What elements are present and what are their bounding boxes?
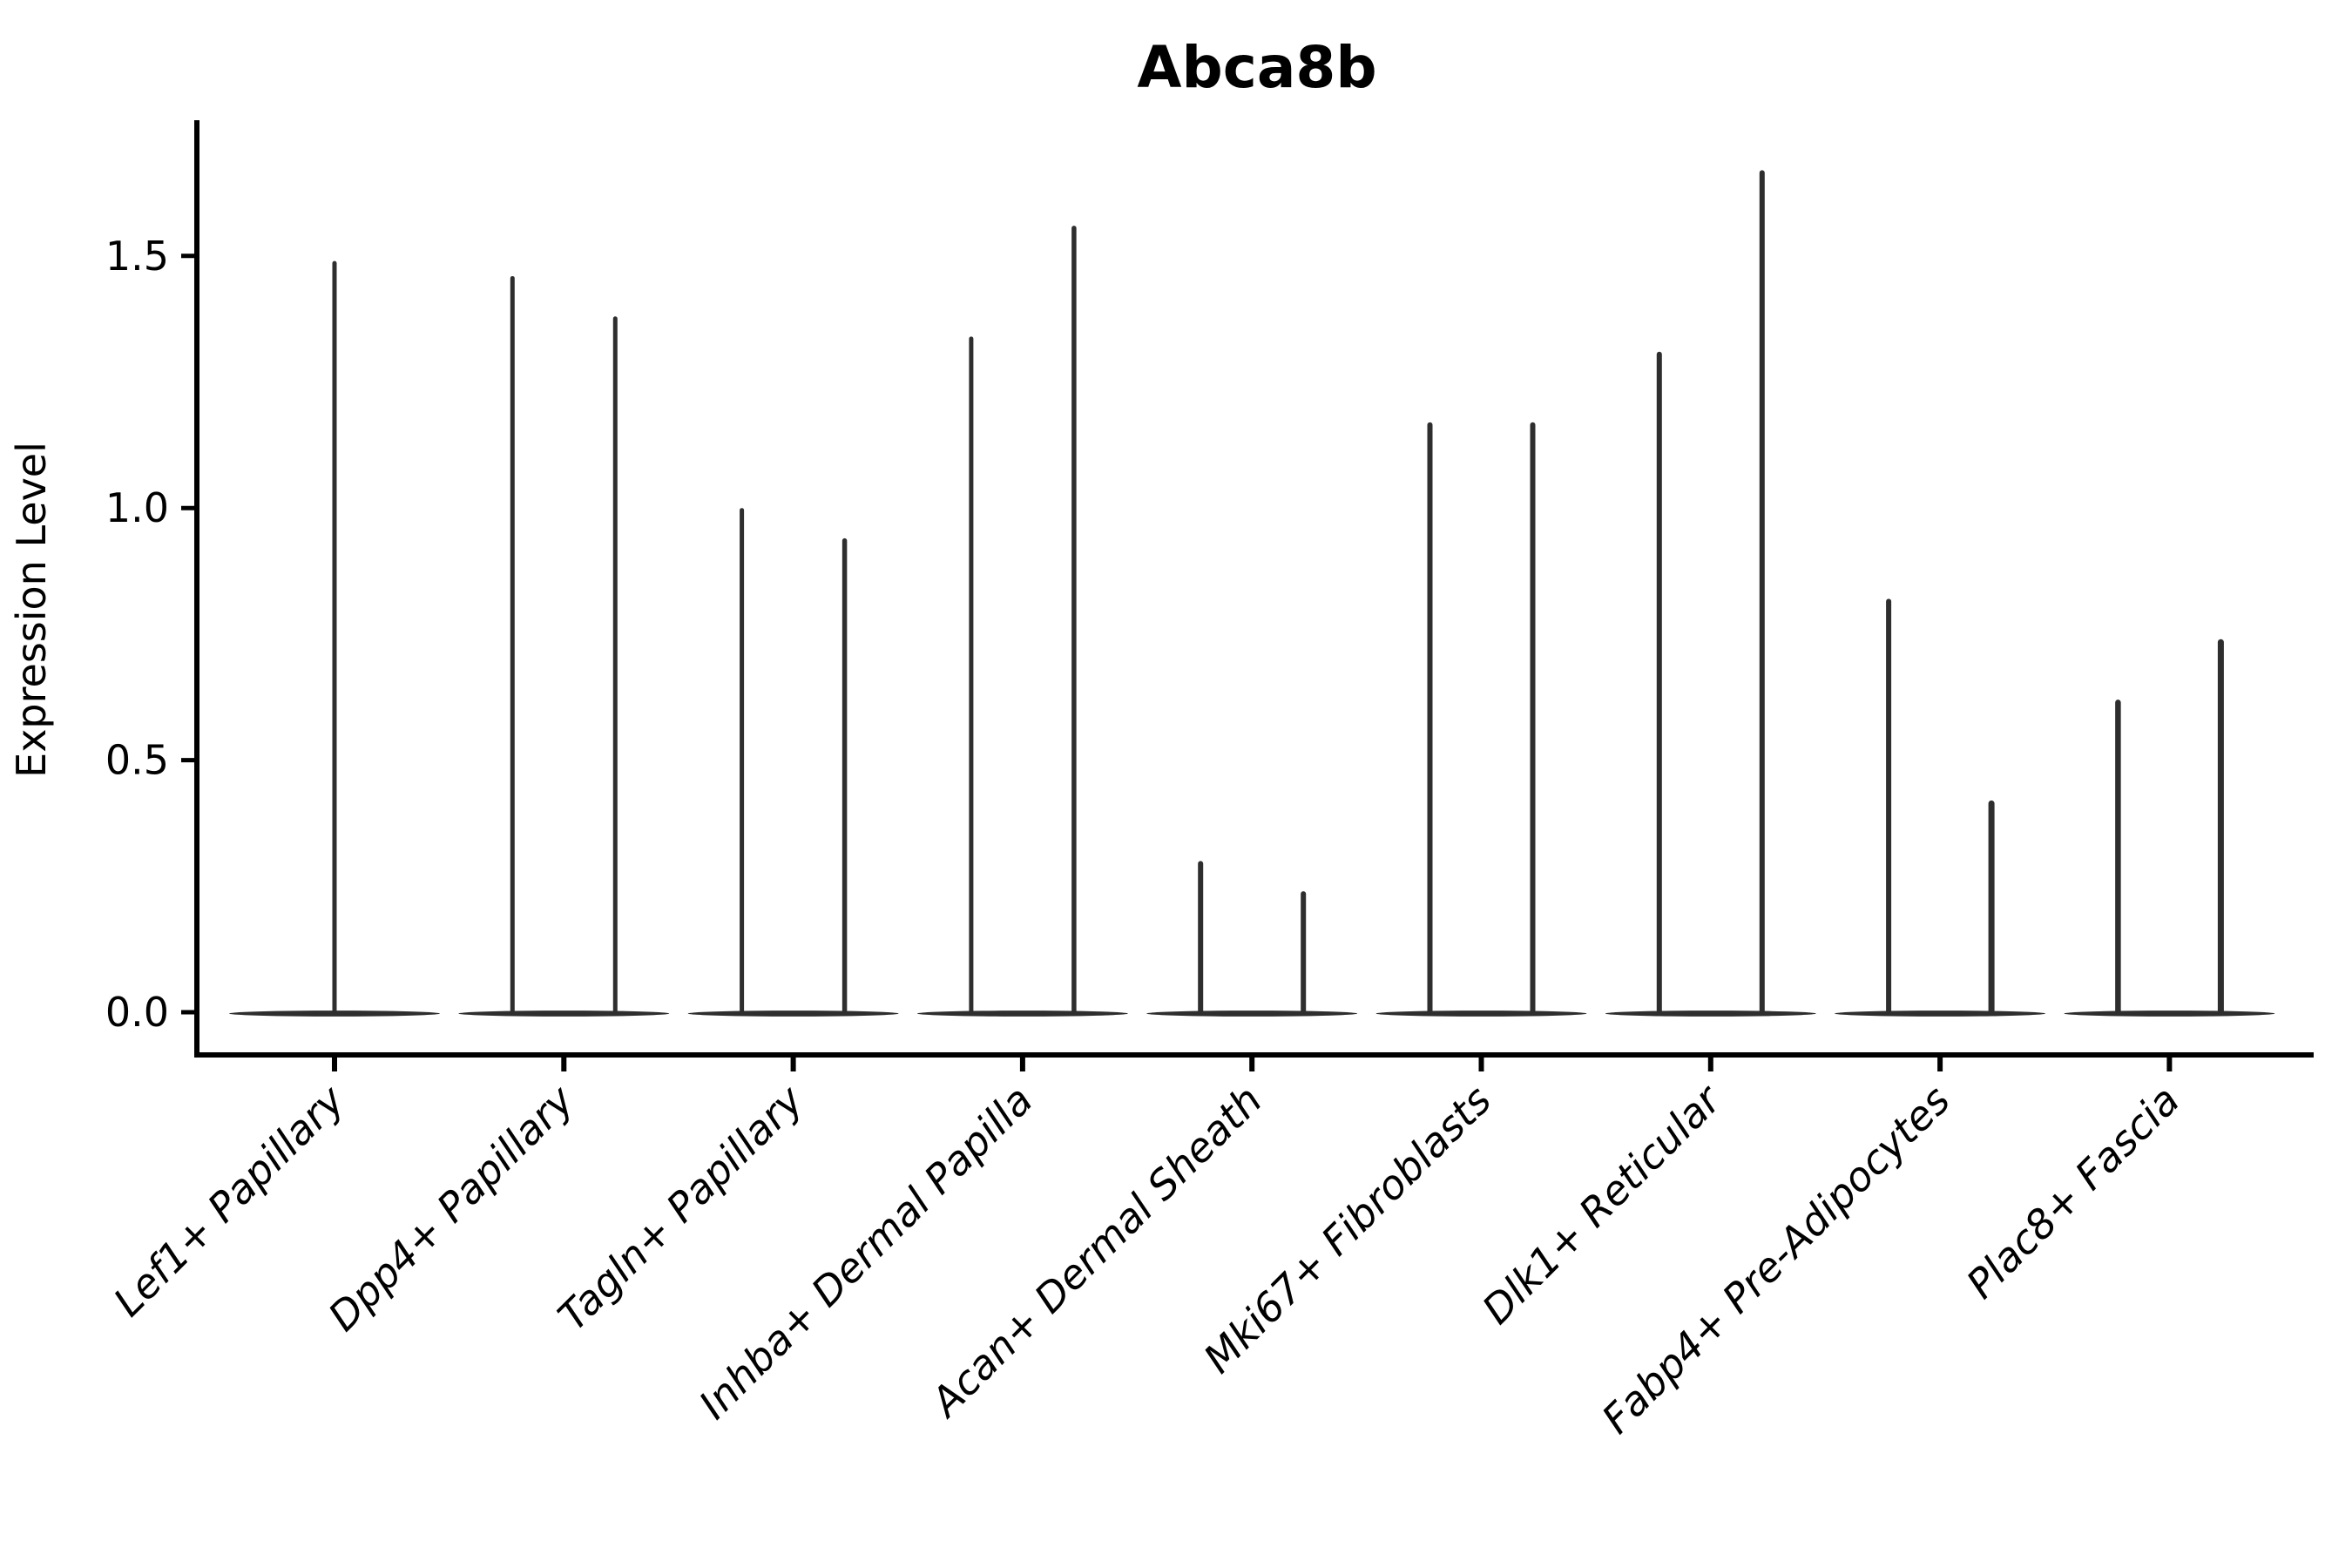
violin-group <box>1835 598 2046 1017</box>
violin-base <box>1835 1010 2046 1017</box>
violin-base <box>458 1010 670 1017</box>
x-tick-label: Tagln+ Papillary <box>549 1076 813 1340</box>
y-axis-label: Expression Level <box>8 442 55 778</box>
x-tick-label: Dlk1+ Reticular <box>1473 1074 1732 1333</box>
violin-base <box>1146 1010 1358 1017</box>
violin-group <box>1375 422 1587 1017</box>
violin-group <box>2064 639 2275 1017</box>
violin-base <box>916 1010 1128 1017</box>
y-tick-label: 1.0 <box>105 484 169 531</box>
violins-layer <box>229 170 2275 1017</box>
violin-group <box>916 226 1128 1017</box>
y-axis-ticks: 0.0 0.5 1.0 1.5 <box>105 233 197 1036</box>
violin-base <box>687 1010 899 1017</box>
violin-base <box>1375 1010 1587 1017</box>
violin-base <box>1605 1010 1816 1017</box>
violin-group <box>687 508 899 1017</box>
y-tick-label: 0.5 <box>105 737 169 784</box>
y-tick-label: 1.5 <box>105 233 169 280</box>
violin-group <box>1605 170 1816 1017</box>
x-tick-label: Dpp4+ Papillary <box>319 1076 583 1340</box>
y-tick-label: 0.0 <box>105 989 169 1036</box>
x-tick-label: Plac8+ Fascia <box>1957 1077 2188 1308</box>
violin-group <box>458 275 670 1017</box>
violin-base <box>2064 1010 2275 1017</box>
violin-group <box>229 260 440 1017</box>
violin-group <box>1146 861 1358 1017</box>
chart-title: Abca8b <box>1137 34 1376 101</box>
x-tick-label: Lef1+ Papillary <box>105 1076 354 1325</box>
